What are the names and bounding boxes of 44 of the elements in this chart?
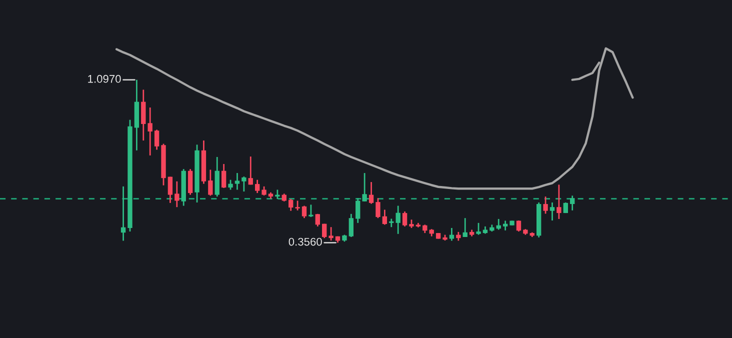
candlestick bbox=[476, 222, 481, 236]
candlestick bbox=[368, 181, 374, 204]
candlestick bbox=[570, 194, 575, 212]
candlestick bbox=[295, 200, 300, 212]
candlestick bbox=[556, 184, 562, 220]
candlestick bbox=[228, 179, 233, 190]
candlestick bbox=[188, 168, 193, 196]
candlestick bbox=[449, 227, 454, 242]
candlestick bbox=[376, 197, 380, 219]
candlestick bbox=[288, 198, 294, 212]
candlestick bbox=[543, 196, 548, 214]
candlestick bbox=[242, 176, 246, 192]
candlestick bbox=[141, 89, 146, 142]
candlestick bbox=[120, 186, 126, 242]
candlestick bbox=[308, 204, 314, 218]
candlestick bbox=[174, 180, 180, 208]
candlestick bbox=[402, 210, 408, 228]
candlestick bbox=[382, 209, 388, 226]
candlestick bbox=[362, 172, 367, 202]
candlestick bbox=[315, 213, 320, 228]
candlestick bbox=[221, 163, 226, 189]
candlestick bbox=[348, 213, 354, 238]
candlestick bbox=[154, 129, 160, 150]
candlestick bbox=[275, 189, 280, 200]
candlestick bbox=[254, 179, 260, 194]
candlestick bbox=[462, 217, 468, 238]
annotation: 0.3560 bbox=[288, 238, 322, 246]
candlestick bbox=[389, 218, 394, 228]
candlestick bbox=[356, 197, 360, 224]
candlestick bbox=[262, 186, 266, 196]
candlestick bbox=[208, 169, 213, 196]
candlestick bbox=[396, 205, 400, 235]
candlestick bbox=[168, 176, 173, 204]
candlestick bbox=[550, 202, 555, 222]
candlestick bbox=[516, 220, 522, 232]
candlestick bbox=[248, 156, 253, 186]
candlestick bbox=[502, 220, 508, 232]
annotation: 1.0970 bbox=[88, 74, 121, 83]
candlestick bbox=[148, 106, 152, 156]
candlestick bbox=[328, 226, 334, 242]
candlestick bbox=[322, 223, 327, 239]
candlestick bbox=[302, 205, 307, 219]
candlestick bbox=[234, 172, 240, 190]
candlestick bbox=[214, 156, 220, 198]
